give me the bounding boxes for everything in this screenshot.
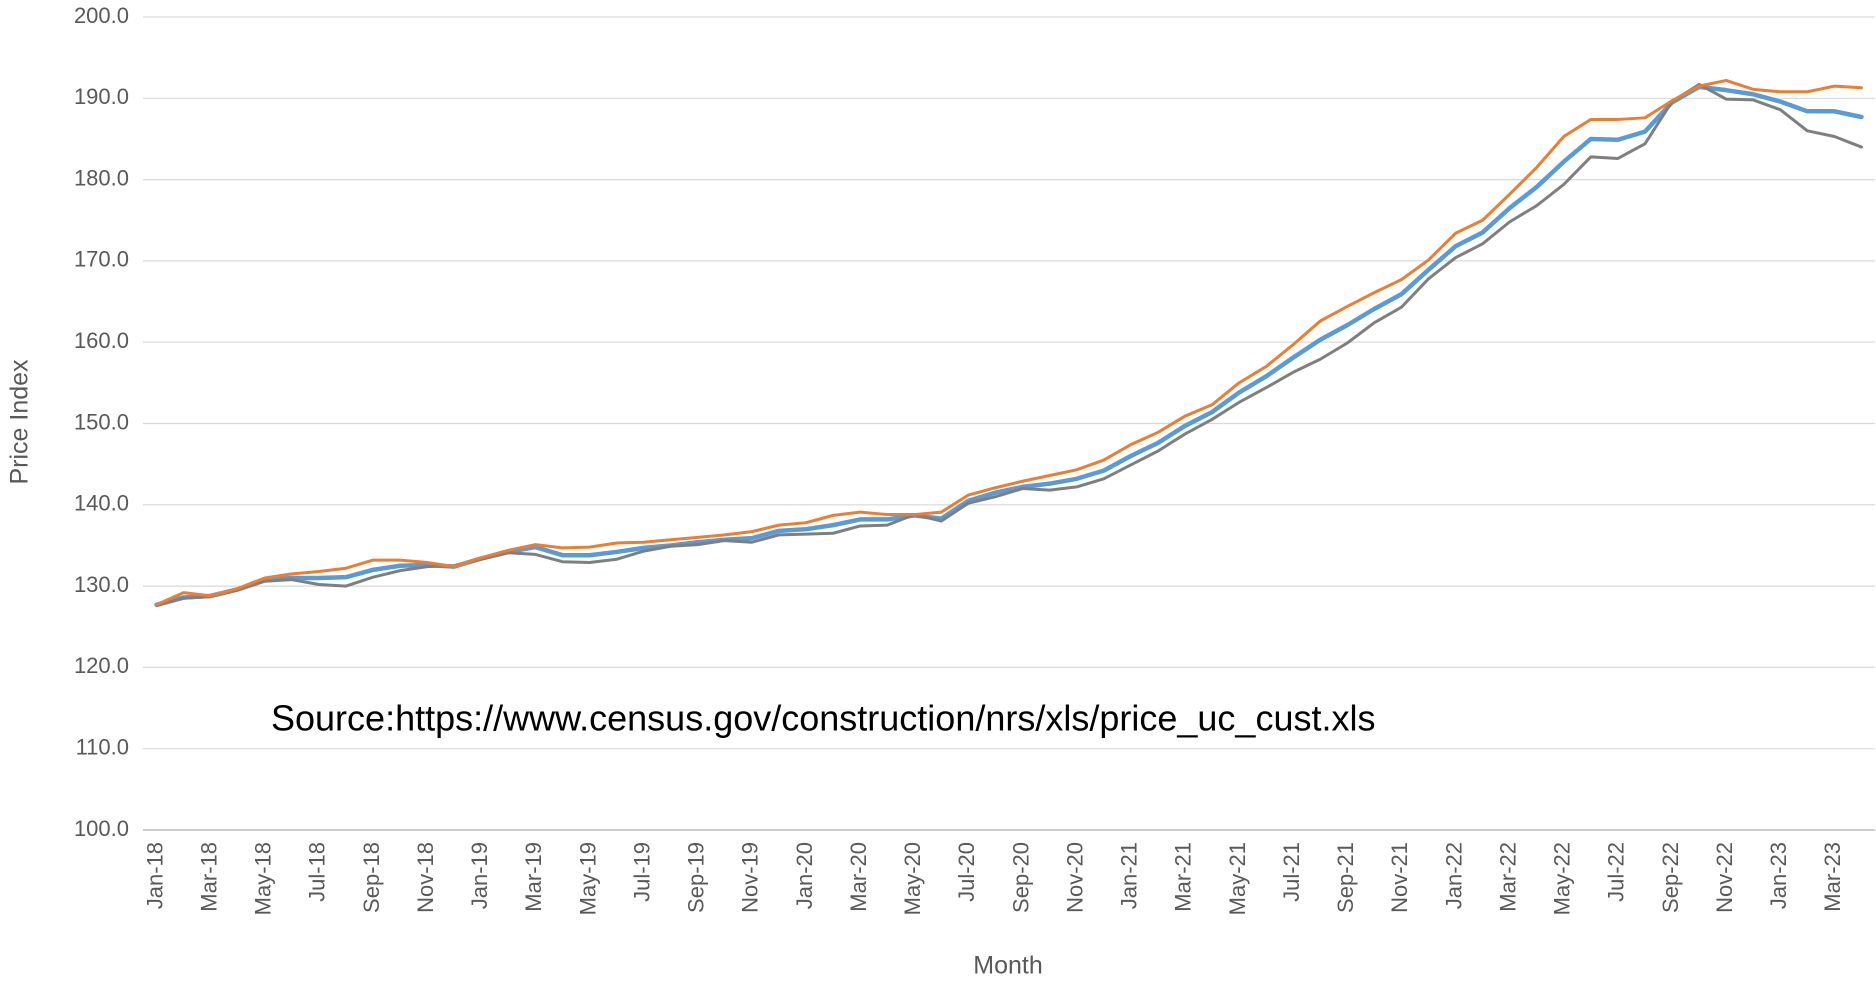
y-tick-label: 130.0 (74, 572, 129, 597)
x-tick-label: May-20 (900, 842, 925, 915)
y-tick-label: 190.0 (74, 84, 129, 109)
x-tick-label: Jul-21 (1279, 842, 1304, 902)
x-tick-label: May-18 (251, 842, 276, 915)
x-tick-label: May-21 (1225, 842, 1250, 915)
x-tick-label: Jan-19 (467, 842, 492, 909)
y-tick-label: 120.0 (74, 653, 129, 678)
y-tick-label: 100.0 (74, 816, 129, 841)
x-tick-label: Jul-22 (1604, 842, 1629, 902)
x-tick-label: Jan-18 (142, 842, 167, 909)
y-tick-label: 110.0 (76, 735, 129, 760)
x-tick-label: Nov-19 (738, 842, 763, 913)
x-axis-label: Month (973, 952, 1042, 980)
x-tick-label: May-22 (1550, 842, 1575, 915)
x-tick-label: Jul-20 (954, 842, 979, 902)
x-tick-label: Sep-21 (1333, 842, 1358, 913)
x-tick-label: Sep-18 (359, 842, 384, 913)
x-tick-label: Jul-18 (305, 842, 330, 902)
y-tick-label: 200.0 (74, 3, 129, 28)
y-tick-label: 160.0 (74, 328, 129, 353)
y-tick-label: 170.0 (74, 247, 129, 272)
y-tick-label: 140.0 (74, 491, 129, 516)
x-tick-label: Jul-19 (629, 842, 654, 902)
x-tick-label: Mar-23 (1820, 842, 1845, 912)
x-tick-label: Nov-20 (1062, 842, 1087, 913)
x-tick-label: Mar-22 (1495, 842, 1520, 912)
x-tick-label: Mar-19 (521, 842, 546, 912)
x-tick-label: Sep-20 (1008, 842, 1033, 913)
x-tick-label: Nov-21 (1387, 842, 1412, 913)
y-tick-label: 150.0 (74, 409, 129, 434)
x-tick-label: Sep-19 (684, 842, 709, 913)
x-tick-label: Sep-22 (1658, 842, 1683, 913)
x-tick-label: Jan-23 (1766, 842, 1791, 909)
x-tick-label: Jan-20 (792, 842, 817, 909)
x-tick-label: Nov-18 (413, 842, 438, 913)
x-tick-label: Nov-22 (1712, 842, 1737, 913)
x-tick-label: Mar-21 (1171, 842, 1196, 912)
y-axis-label: Price Index (6, 359, 34, 485)
x-tick-label: May-19 (575, 842, 600, 915)
x-tick-label: Jan-21 (1117, 842, 1142, 909)
x-tick-label: Jan-22 (1441, 842, 1466, 909)
x-tick-label: Mar-20 (846, 842, 871, 912)
x-tick-label: Mar-18 (196, 842, 221, 912)
y-tick-label: 180.0 (74, 165, 129, 190)
series-line (154, 84, 1864, 608)
source-annotation: Source:https://www.census.gov/constructi… (271, 698, 1375, 739)
series-line (155, 82, 1863, 608)
series-line (155, 78, 1863, 607)
